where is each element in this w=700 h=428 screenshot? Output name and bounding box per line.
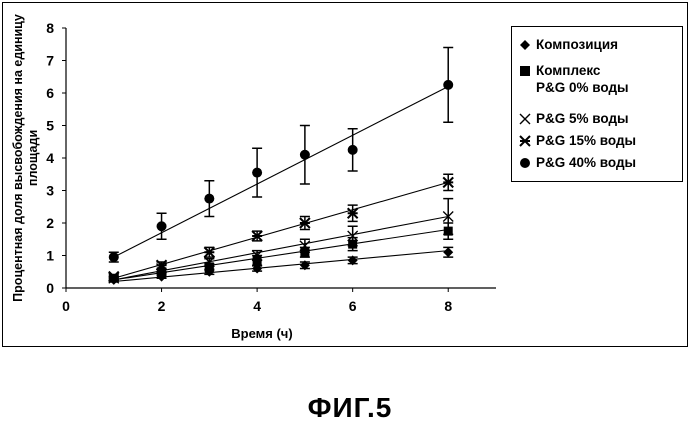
data-point <box>442 211 454 222</box>
data-point <box>299 260 310 271</box>
y-axis-label-line: площади <box>26 130 40 186</box>
y-tick-label: 7 <box>46 53 54 69</box>
fit-line <box>113 86 449 258</box>
data-point <box>203 246 216 258</box>
x-tick-label: 8 <box>444 298 452 314</box>
data-point <box>346 207 359 219</box>
data-point <box>204 262 214 272</box>
y-tick-label: 8 <box>46 20 54 36</box>
chart-frame <box>2 2 688 347</box>
data-point <box>442 176 454 189</box>
data-point <box>299 149 310 160</box>
legend-label: P&G 15% воды <box>536 133 637 148</box>
y-axis-label: Процентная доля высвобождения на единицу… <box>11 14 40 302</box>
legend: Композиция Комплекс P&G 0% воды P&G 5% в… <box>511 26 683 182</box>
legend-label: Комплекс P&G 0% воды <box>536 63 629 95</box>
circle-icon <box>520 158 530 168</box>
data-point <box>347 230 359 242</box>
y-tick-label: 3 <box>46 183 54 199</box>
square-icon <box>520 66 530 76</box>
y-tick-label: 6 <box>46 85 54 101</box>
fit-line <box>113 228 449 281</box>
x-mark-icon <box>519 113 531 125</box>
data-point <box>252 167 263 178</box>
diamond-icon <box>520 40 530 50</box>
data-point <box>108 270 120 283</box>
legend-label: P&G 40% воды <box>536 155 637 170</box>
figure-caption: ФИГ.5 <box>307 392 393 423</box>
data-point <box>299 240 311 252</box>
y-tick-label: 0 <box>46 280 54 296</box>
legend-label: P&G 5% воды <box>536 111 629 126</box>
data-point <box>443 79 454 90</box>
data-point <box>347 255 358 266</box>
data-point <box>251 250 263 261</box>
plot-area: 0 1 2 3 4 5 6 7 8 0 2 4 6 8 Время (ч) Процентная доля… <box>11 14 496 341</box>
x-tick-label: 4 <box>253 298 261 314</box>
y-axis-label-line: Процентная доля высвобождения на единицу <box>11 14 25 302</box>
data-point <box>443 247 454 258</box>
asterisk-icon <box>519 135 531 147</box>
y-tick-label: 5 <box>46 118 54 134</box>
data-point <box>443 226 453 236</box>
fit-lines <box>113 86 449 283</box>
x-tick-label: 6 <box>349 298 357 314</box>
y-tick-label: 2 <box>46 215 54 231</box>
x-axis-label: Время (ч) <box>231 326 292 341</box>
fit-line <box>113 250 449 283</box>
data-point <box>108 252 119 263</box>
data-points <box>108 79 454 285</box>
data-point <box>157 267 167 277</box>
fit-line <box>113 181 449 279</box>
data-point <box>300 247 310 257</box>
data-point <box>156 221 167 232</box>
data-point <box>252 263 263 274</box>
axes: 0 1 2 3 4 5 6 7 8 0 2 4 6 8 <box>46 20 496 314</box>
legend-label: Композиция <box>536 37 619 52</box>
x-tick-label: 2 <box>158 298 166 314</box>
data-point <box>348 239 358 249</box>
x-tick-label: 0 <box>62 298 70 314</box>
y-tick-label: 1 <box>46 248 54 264</box>
y-tick-label: 4 <box>46 150 54 166</box>
data-point <box>108 272 120 284</box>
data-point <box>252 255 262 265</box>
error-bars <box>108 46 454 283</box>
data-point <box>299 217 311 229</box>
fit-line <box>113 215 449 281</box>
data-point <box>251 230 263 242</box>
data-point <box>203 256 215 268</box>
data-point <box>204 193 215 204</box>
data-point <box>155 259 168 271</box>
data-point <box>347 144 358 155</box>
